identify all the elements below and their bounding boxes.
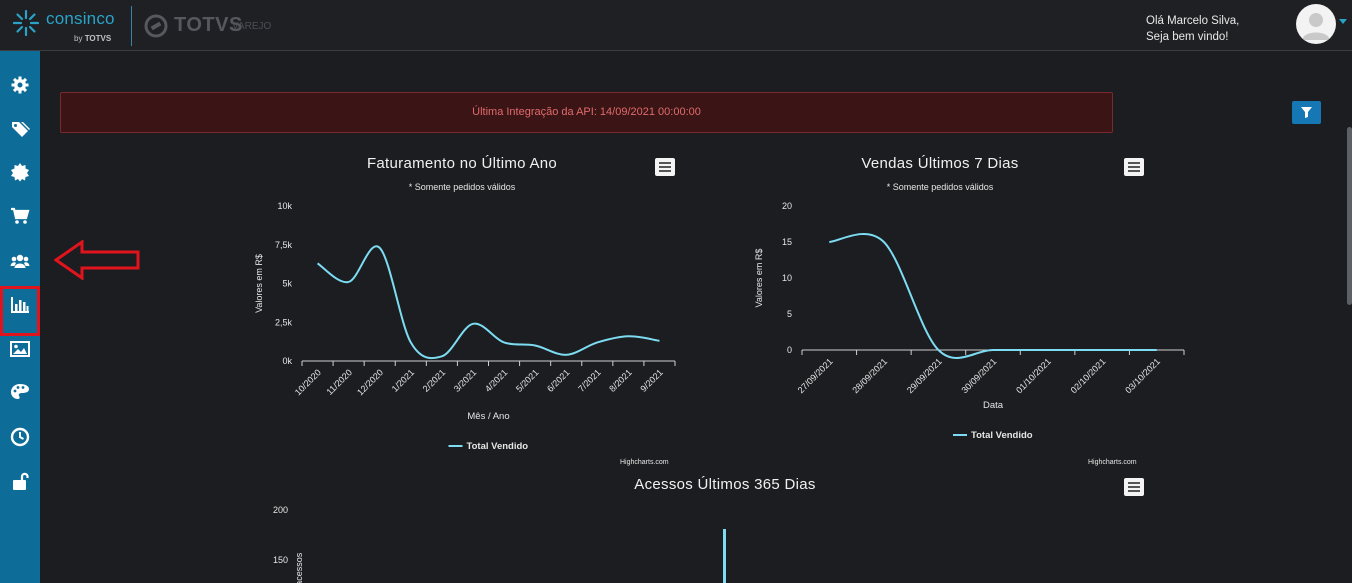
user-greeting: Olá Marcelo Silva, Seja bem vindo! — [1146, 13, 1239, 45]
chart2-menu-button[interactable] — [1124, 158, 1144, 176]
user-menu-caret-icon[interactable] — [1339, 19, 1347, 24]
x-tick-label: 02/10/2021 — [1069, 356, 1108, 395]
y-tick-label: 10k — [277, 201, 292, 211]
y-axis-label: Valores em R$ — [254, 254, 264, 313]
x-tick-label: 10/2020 — [293, 367, 323, 397]
user-silhouette-icon — [1297, 5, 1335, 43]
clock-icon — [10, 427, 30, 447]
bar-chart-icon — [11, 297, 29, 313]
series-line — [829, 233, 1157, 359]
sidebar-highlight-box — [0, 286, 40, 336]
consinco-star-icon — [12, 9, 40, 37]
sidebar-item-badge[interactable] — [0, 152, 40, 192]
x-tick-label: 11/2020 — [324, 367, 354, 397]
chart3-menu-button[interactable] — [1124, 478, 1144, 496]
top-bar: consinco by TOTVS TOTVS VAREJO Olá Marce… — [0, 0, 1352, 51]
x-tick-label: 8/2021 — [607, 367, 634, 394]
greeting-line1: Olá Marcelo Silva, — [1146, 15, 1240, 27]
y-tick-label: 0 — [787, 345, 792, 355]
x-axis-label: Mês / Ano — [467, 411, 509, 422]
sidebar — [0, 51, 40, 583]
y-tick-label: 150 — [273, 555, 288, 565]
chart2-credits[interactable]: Highcharts.com — [1088, 459, 1137, 466]
chart2-subtitle: * Somente pedidos válidos — [886, 182, 994, 192]
chart2-plot: 0 5 10 15 20 27/09/2021 28/09/2021 29/09/2021 30… — [754, 201, 1185, 441]
users-icon — [10, 254, 30, 268]
y-tick-label: 200 — [273, 505, 288, 515]
filter-button[interactable] — [1292, 101, 1321, 124]
y-axis-label: Valores em R$ — [754, 249, 764, 308]
legend-item: Total Vendido — [971, 430, 1033, 441]
badge-icon — [11, 163, 29, 182]
x-tick-label: 6/2021 — [545, 367, 572, 394]
sidebar-item-settings[interactable] — [0, 65, 40, 105]
api-integration-alert: Última Integração da API: 14/09/2021 00:… — [60, 92, 1113, 133]
annotation-arrow-icon — [54, 240, 140, 280]
x-tick-label: 29/09/2021 — [905, 356, 944, 395]
sidebar-item-tags[interactable] — [0, 109, 40, 149]
y-tick-label: 5 — [787, 309, 792, 319]
chart3-title: Acessos Últimos 365 Dias — [634, 476, 816, 493]
totvs-varejo-logo: TOTVS VAREJO — [144, 13, 274, 39]
x-tick-label: 01/10/2021 — [1014, 356, 1053, 395]
totvs-icon — [144, 14, 168, 38]
y-tick-label: 15 — [782, 237, 792, 247]
legend-item: Total Vendido — [467, 441, 529, 452]
dashboard-content: Última Integração da API: 14/09/2021 00:… — [40, 51, 1352, 583]
x-tick-label: 1/2021 — [390, 367, 417, 394]
chart1-menu-button[interactable] — [655, 158, 675, 176]
partner-name: TOTVS — [174, 14, 243, 36]
x-tick-label: 7/2021 — [576, 367, 603, 394]
y-axis-label: e acessos — [294, 552, 304, 583]
sidebar-item-cart[interactable] — [0, 196, 40, 236]
sidebar-item-theme[interactable] — [0, 372, 40, 412]
x-tick-label: 27/09/2021 — [796, 356, 835, 395]
x-tick-label: 4/2021 — [483, 367, 510, 394]
image-icon — [10, 341, 30, 357]
cart-icon — [11, 207, 30, 224]
x-tick-label: 2/2021 — [421, 367, 448, 394]
chart1-plot: 0k 2,5k 5k 7,5k 10k 10/2020 11/2020 12/2020 1/20… — [254, 201, 676, 452]
sidebar-item-users[interactable] — [0, 241, 40, 281]
x-tick-label: 9/2021 — [638, 367, 665, 394]
logo-divider — [131, 6, 132, 46]
x-tick-label: 5/2021 — [514, 367, 541, 394]
x-tick-label: 3/2021 — [452, 367, 479, 394]
chart1-title: Faturamento no Último Ano — [366, 155, 558, 172]
brand-name: consinco — [46, 9, 115, 28]
palette-icon — [11, 384, 29, 399]
unlock-icon — [13, 472, 29, 490]
user-avatar[interactable] — [1296, 4, 1336, 44]
y-tick-label: 20 — [782, 201, 792, 211]
y-tick-label: 2,5k — [275, 317, 293, 327]
sidebar-item-logout[interactable] — [0, 461, 40, 501]
x-axis-label: Data — [983, 400, 1004, 411]
filter-icon — [1301, 107, 1312, 118]
sidebar-item-reports[interactable] — [0, 285, 40, 325]
chart2-title: Vendas Últimos 7 Dias — [861, 155, 1019, 172]
tags-icon — [12, 122, 30, 137]
series-line — [316, 245, 660, 360]
greeting-line2: Seja bem vindo! — [1146, 31, 1229, 43]
x-tick-label: 12/2020 — [355, 367, 385, 397]
y-tick-label: 5k — [282, 279, 292, 289]
brand-by: by TOTVS — [74, 34, 112, 43]
chart1-subtitle: * Somente pedidos válidos — [408, 182, 516, 192]
sidebar-item-images[interactable] — [0, 329, 40, 369]
y-tick-label: 7,5k — [275, 240, 293, 250]
chart1-credits[interactable]: Highcharts.com — [620, 459, 669, 466]
x-tick-label: 03/10/2021 — [1123, 356, 1162, 395]
y-tick-label: 0k — [282, 356, 292, 366]
scrollbar[interactable] — [1347, 127, 1352, 305]
partner-sub: VAREJO — [232, 21, 272, 32]
x-tick-label: 30/09/2021 — [959, 356, 998, 395]
consinco-logo[interactable]: consinco by TOTVS — [12, 6, 122, 46]
x-tick-label: 28/09/2021 — [850, 356, 889, 395]
bar — [723, 529, 726, 583]
sidebar-item-history[interactable] — [0, 417, 40, 457]
chart3-plot: 150 200 e acessos — [273, 505, 726, 583]
y-tick-label: 10 — [782, 273, 792, 283]
gear-icon — [11, 76, 29, 94]
